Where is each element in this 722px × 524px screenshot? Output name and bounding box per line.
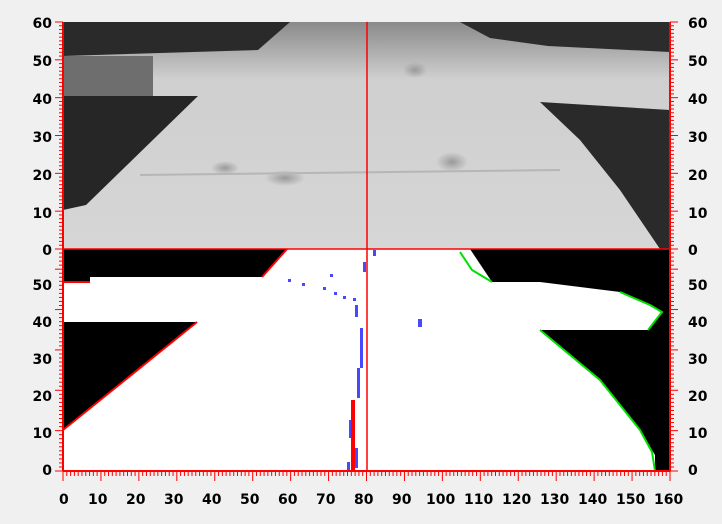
y-tick-label: 10	[33, 426, 53, 442]
x-tick-label: 70	[316, 492, 336, 508]
y-tick-label: 0	[688, 243, 698, 259]
y-tick-label: 20	[688, 168, 708, 184]
y-tick-label: 50	[688, 54, 708, 70]
center-line-points	[288, 250, 422, 470]
x-tick-label: 90	[392, 492, 412, 508]
x-tick-label: 110	[464, 492, 493, 508]
center-line-segment	[351, 400, 355, 471]
left-y-axis-labels: 60 50 40 30 20 10 0 50 40 30 20 10 0	[33, 16, 53, 479]
x-tick-label: 100	[426, 492, 455, 508]
y-tick-label: 50	[33, 278, 53, 294]
y-tick-label: 30	[33, 130, 53, 146]
x-tick-label: 40	[202, 492, 222, 508]
x-tick-label: 80	[354, 492, 374, 508]
x-tick-label: 0	[59, 492, 69, 508]
y-tick-label: 40	[688, 92, 708, 108]
y-tick-label: 50	[688, 278, 708, 294]
crosshair	[63, 22, 670, 471]
x-tick-label: 60	[278, 492, 298, 508]
y-tick-label: 0	[688, 463, 698, 479]
x-tick-label: 10	[88, 492, 108, 508]
y-tick-label: 30	[33, 352, 53, 368]
x-tick-label: 120	[502, 492, 531, 508]
axis-ticks	[55, 21, 678, 481]
x-tick-label: 150	[616, 492, 645, 508]
y-tick-label: 20	[33, 168, 53, 184]
y-tick-label: 0	[42, 463, 52, 479]
y-tick-label: 40	[688, 315, 708, 331]
y-tick-label: 20	[688, 389, 708, 405]
x-tick-label: 20	[126, 492, 146, 508]
y-tick-label: 30	[688, 130, 708, 146]
x-tick-label: 140	[578, 492, 607, 508]
y-tick-label: 40	[33, 92, 53, 108]
y-tick-label: 10	[688, 206, 708, 222]
right-edge-line	[539, 329, 656, 472]
y-tick-label: 10	[688, 426, 708, 442]
y-tick-label: 60	[33, 16, 53, 32]
right-y-axis-labels: 60 50 40 30 20 10 0 50 40 30 20 10 0	[688, 16, 708, 479]
y-tick-label: 30	[688, 352, 708, 368]
y-tick-label: 40	[33, 315, 53, 331]
y-tick-label: 20	[33, 389, 53, 405]
x-tick-label: 130	[540, 492, 569, 508]
x-tick-label: 30	[164, 492, 184, 508]
x-tick-label: 160	[654, 492, 683, 508]
y-tick-label: 60	[688, 16, 708, 32]
left-edge-line	[62, 321, 198, 431]
x-tick-label: 50	[240, 492, 260, 508]
y-tick-label: 50	[33, 54, 53, 70]
y-tick-label: 10	[33, 206, 53, 222]
y-tick-label: 0	[42, 243, 52, 259]
x-axis-labels: 0 10 20 30 40 50 60 70 80 90 100 110 120…	[59, 492, 683, 508]
